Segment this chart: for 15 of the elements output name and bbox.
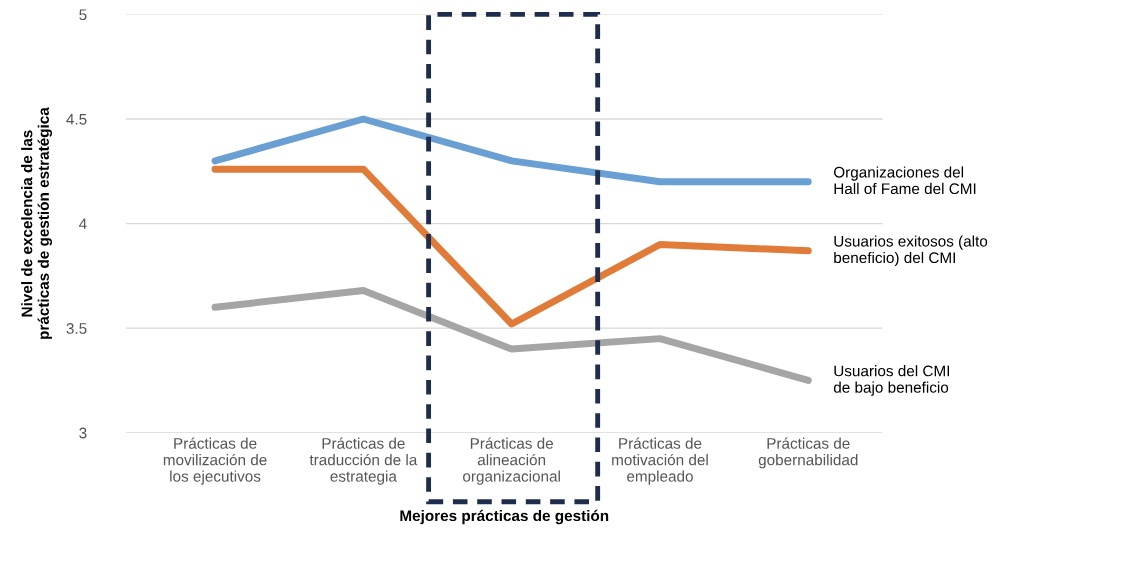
series-label: Usuarios del CMI de bajo beneficio [833,365,950,396]
y-tick-label: 3.5 [66,323,87,334]
y-tick-label: 4.5 [66,114,87,125]
y-tick-label: 5 [79,9,87,21]
x-tick-label: Prácticas de motivación del empleado [612,437,708,485]
series-label: Usuarios exitosos (alto beneficio) del CMI [834,235,988,267]
x-tick-label: Prácticas de traducción de la estrategia [309,437,418,485]
x-tick-label: Prácticas de gobernabilidad [758,437,858,469]
series-label: Organizaciones del Hall of Fame del CMI [833,166,976,195]
y-tick-label: 4 [79,218,87,230]
x-tick-label: Prácticas de alineación organizacional [463,437,560,485]
y-tick-label: 3 [79,427,87,439]
y-axis-title: Nivel de excelencia de las prácticas de gestión estratégica [21,107,53,339]
x-tick-label: Prácticas de movilización de los ejecutivos [163,437,267,485]
x-axis-title: Mejores prácticas de gestión [400,509,609,525]
